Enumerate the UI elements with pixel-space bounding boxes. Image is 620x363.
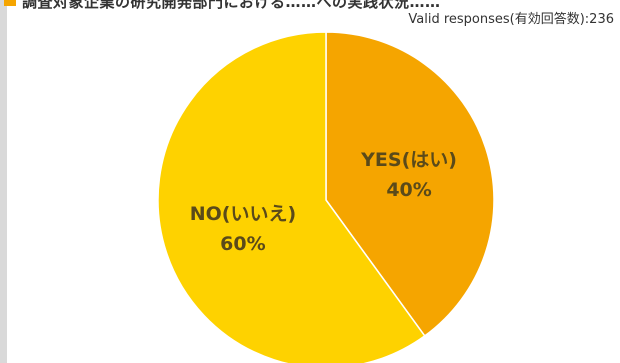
chart-title-clipped: 調査対象企業の研究開発部門における……への実践状況…… <box>22 0 441 11</box>
slice-label-yes: YES(はい) <box>360 149 457 171</box>
pie-slice-no <box>157 31 426 363</box>
title-accent-square <box>4 0 16 6</box>
valid-responses-note: Valid responses(有効回答数):236 <box>408 12 614 27</box>
slice-label-no: NO(いいえ) <box>190 203 296 225</box>
left-side-bar <box>0 0 7 363</box>
pie-slices <box>157 31 495 363</box>
slice-value-yes: 40% <box>386 179 431 201</box>
slice-value-no: 60% <box>220 233 265 255</box>
pie-slice-yes <box>325 31 495 337</box>
pie-labels: YES(はい) 40% NO(いいえ) 60% <box>190 149 457 255</box>
